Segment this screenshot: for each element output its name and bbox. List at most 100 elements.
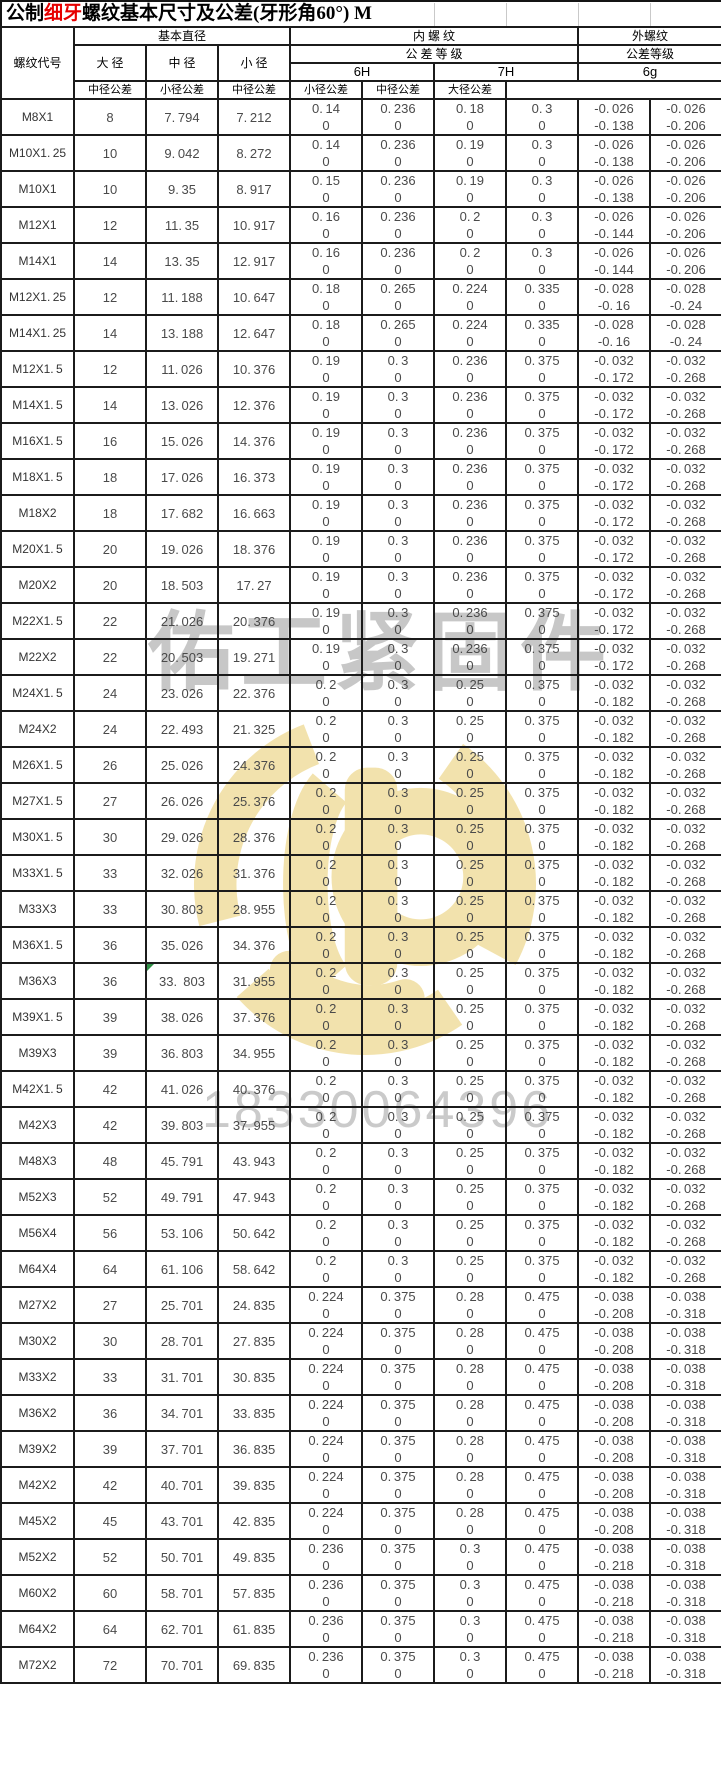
cell-7H-pitch-tol: 0. 224 0 — [433, 278, 507, 316]
grid-faint-line — [506, 3, 507, 26]
cell-thread-code: M22X2 — [0, 638, 75, 676]
header-internal-grade: 公 差 等 级 — [288, 44, 580, 64]
table-body: M8X1 8 7. 794 7. 212 0. 14 0 0. 236 0 0. 18 0 0. 3… — [0, 98, 721, 1684]
cell-major-diameter: 72 — [73, 1646, 147, 1684]
cell-6H-minor-tol: 0. 265 0 — [361, 314, 435, 352]
cell-major-diameter: 10 — [73, 170, 147, 208]
cell-pitch-diameter: 23. 026 — [145, 674, 219, 712]
cell-6g-major-tol: -0. 032 -0. 268 — [649, 386, 721, 424]
cell-7H-pitch-tol: 0. 236 0 — [433, 350, 507, 388]
cell-pitch-diameter: 22. 493 — [145, 710, 219, 748]
cell-minor-diameter: 16. 373 — [217, 458, 291, 496]
cell-pitch-diameter: 11. 026 — [145, 350, 219, 388]
cell-7H-minor-tol: 0. 375 0 — [504, 1070, 580, 1108]
cell-6g-major-tol: -0. 032 -0. 268 — [649, 746, 721, 784]
table-row: M27X1. 5 27 26. 026 25. 376 0. 2 0 0. 3 0 0. 25 0… — [0, 782, 721, 820]
cell-thread-code: M36X3 — [0, 962, 75, 1000]
table-row: M39X2 39 37. 701 36. 835 0. 224 0 0. 375 0 0. 28… — [0, 1430, 721, 1468]
table-row: M56X4 56 53. 106 50. 642 0. 2 0 0. 3 0 0. 25 0 0. … — [0, 1214, 721, 1252]
cell-6g-pitch-tol: -0. 032 -0. 182 — [577, 1034, 652, 1072]
table-row: M48X3 48 45. 791 43. 943 0. 2 0 0. 3 0 0. 25 0 0. … — [0, 1142, 721, 1180]
table-row: M42X2 42 40. 701 39. 835 0. 224 0 0. 375 0 0. 28… — [0, 1466, 721, 1504]
cell-thread-code: M12X1. 5 — [0, 350, 75, 388]
cell-7H-minor-tol: 0. 475 0 — [504, 1574, 580, 1612]
cell-7H-pitch-tol: 0. 28 0 — [433, 1286, 507, 1324]
cell-pitch-diameter: 7. 794 — [145, 98, 219, 136]
cell-6g-pitch-tol: -0. 032 -0. 172 — [577, 566, 652, 604]
header-pitch-diameter: 中 径 — [145, 44, 219, 82]
table-row: M10X1 10 9. 35 8. 917 0. 15 0 0. 236 0 0. 19 0 0. … — [0, 170, 721, 208]
cell-6g-pitch-tol: -0. 038 -0. 208 — [577, 1286, 652, 1324]
cell-major-diameter: 56 — [73, 1214, 147, 1252]
cell-7H-minor-tol: 0. 335 0 — [504, 278, 580, 316]
cell-7H-minor-tol: 0. 375 0 — [504, 746, 580, 784]
cell-thread-code: M39X1. 5 — [0, 998, 75, 1036]
cell-6g-pitch-tol: -0. 032 -0. 182 — [577, 1178, 652, 1216]
cell-thread-code: M8X1 — [0, 98, 75, 136]
cell-major-diameter: 45 — [73, 1502, 147, 1540]
cell-minor-diameter: 27. 835 — [217, 1322, 291, 1360]
cell-6H-minor-tol: 0. 375 0 — [361, 1538, 435, 1576]
cell-minor-diameter: 37. 955 — [217, 1106, 291, 1144]
cell-7H-minor-tol: 0. 375 0 — [504, 998, 580, 1036]
cell-minor-diameter: 61. 835 — [217, 1610, 291, 1648]
cell-7H-pitch-tol: 0. 25 0 — [433, 1070, 507, 1108]
table-row: M30X1. 5 30 29. 026 28. 376 0. 2 0 0. 3 0 0. 25 0… — [0, 818, 721, 856]
cell-6g-pitch-tol: -0. 032 -0. 172 — [577, 530, 652, 568]
cell-6g-major-tol: -0. 032 -0. 268 — [649, 710, 721, 748]
table-row: M14X1 14 13. 35 12. 917 0. 16 0 0. 236 0 0. 2 0 0.… — [0, 242, 721, 280]
cell-minor-diameter: 17. 27 — [217, 566, 291, 604]
cell-major-diameter: 39 — [73, 1430, 147, 1468]
table-row: M52X3 52 49. 791 47. 943 0. 2 0 0. 3 0 0. 25 0 0. … — [0, 1178, 721, 1216]
cell-thread-code: M27X2 — [0, 1286, 75, 1324]
cell-6g-pitch-tol: -0. 028 -0. 16 — [577, 278, 652, 316]
cell-7H-pitch-tol: 0. 25 0 — [433, 746, 507, 784]
cell-6g-pitch-tol: -0. 032 -0. 182 — [577, 962, 652, 1000]
cell-6g-major-tol: -0. 038 -0. 318 — [649, 1610, 721, 1648]
header-6g-major-tol: 大径公差 — [433, 80, 507, 100]
cell-thread-code: M14X1. 25 — [0, 314, 75, 352]
cell-7H-pitch-tol: 0. 18 0 — [433, 98, 507, 136]
header-external-thread: 外螺纹 — [577, 26, 721, 46]
cell-6g-pitch-tol: -0. 032 -0. 172 — [577, 350, 652, 388]
cell-thread-code: M42X3 — [0, 1106, 75, 1144]
table-row: M39X3 39 36. 803 34. 955 0. 2 0 0. 3 0 0. 25 0 0. … — [0, 1034, 721, 1072]
cell-7H-pitch-tol: 0. 28 0 — [433, 1358, 507, 1396]
cell-minor-diameter: 24. 376 — [217, 746, 291, 784]
cell-6g-major-tol: -0. 032 -0. 268 — [649, 1250, 721, 1288]
cell-6g-major-tol: -0. 032 -0. 268 — [649, 1142, 721, 1180]
cell-6H-pitch-tol: 0. 14 0 — [289, 134, 363, 172]
cell-6H-minor-tol: 0. 375 0 — [361, 1574, 435, 1612]
cell-6H-pitch-tol: 0. 16 0 — [289, 206, 363, 244]
cell-pitch-diameter: 33. 803 — [145, 962, 219, 1000]
cell-6g-pitch-tol: -0. 038 -0. 208 — [577, 1322, 652, 1360]
table-row: M33X1. 5 33 32. 026 31. 376 0. 2 0 0. 3 0 0. 25 0… — [0, 854, 721, 892]
cell-6H-pitch-tol: 0. 19 0 — [289, 602, 363, 640]
cell-6g-major-tol: -0. 026 -0. 206 — [649, 134, 721, 172]
cell-6g-major-tol: -0. 032 -0. 268 — [649, 566, 721, 604]
cell-6H-pitch-tol: 0. 224 0 — [289, 1322, 363, 1360]
cell-thread-code: M72X2 — [0, 1646, 75, 1684]
cell-major-diameter: 12 — [73, 206, 147, 244]
cell-minor-diameter: 40. 376 — [217, 1070, 291, 1108]
table-row: M30X2 30 28. 701 27. 835 0. 224 0 0. 375 0 0. 28… — [0, 1322, 721, 1360]
cell-major-diameter: 24 — [73, 710, 147, 748]
cell-major-diameter: 39 — [73, 998, 147, 1036]
table-row: M12X1. 25 12 11. 188 10. 647 0. 18 0 0. 265 0 0.… — [0, 278, 721, 316]
